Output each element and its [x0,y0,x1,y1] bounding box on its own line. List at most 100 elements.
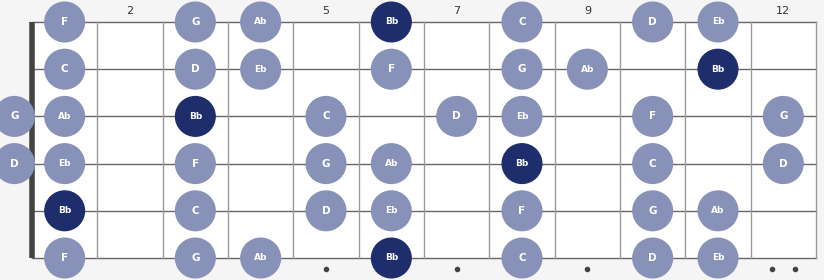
Bar [32,22,816,258]
Text: Ab: Ab [254,253,267,263]
Circle shape [44,97,85,136]
Circle shape [44,144,85,183]
Circle shape [0,144,35,183]
Text: F: F [388,64,395,74]
Text: Ab: Ab [581,65,594,74]
Circle shape [633,144,672,183]
Circle shape [241,238,280,278]
Circle shape [241,2,280,42]
Text: F: F [649,111,656,122]
Circle shape [568,49,607,89]
Text: 1: 1 [61,6,68,16]
Text: 10: 10 [646,6,660,16]
Circle shape [502,49,542,89]
Circle shape [307,97,346,136]
Circle shape [372,238,411,278]
Text: D: D [10,158,19,169]
Text: Eb: Eb [385,206,398,215]
Text: Bb: Bb [711,65,724,74]
Text: C: C [518,253,526,263]
Text: D: D [191,64,199,74]
Text: 6: 6 [388,6,395,16]
Text: 12: 12 [776,6,790,16]
Circle shape [633,238,672,278]
Circle shape [764,97,803,136]
Text: G: G [648,206,657,216]
Text: Ab: Ab [254,17,267,27]
Circle shape [698,49,737,89]
Text: Ab: Ab [58,112,72,121]
Text: C: C [518,17,526,27]
Text: G: G [191,17,199,27]
Text: G: G [10,111,19,122]
Circle shape [0,97,35,136]
Circle shape [698,2,737,42]
Text: C: C [648,158,657,169]
Text: Ab: Ab [711,206,724,215]
Text: Eb: Eb [712,17,724,27]
Circle shape [437,97,476,136]
Circle shape [176,97,215,136]
Circle shape [698,238,737,278]
Circle shape [44,191,85,231]
Text: D: D [648,253,657,263]
Text: 11: 11 [711,6,725,16]
Circle shape [633,191,672,231]
Text: D: D [321,206,330,216]
Text: 5: 5 [322,6,330,16]
Text: D: D [648,17,657,27]
Circle shape [176,238,215,278]
Circle shape [764,144,803,183]
Text: F: F [192,158,199,169]
Circle shape [372,2,411,42]
Text: C: C [61,64,68,74]
Text: F: F [61,17,68,27]
Text: 2: 2 [126,6,133,16]
Circle shape [372,49,411,89]
Circle shape [241,49,280,89]
Circle shape [176,144,215,183]
Circle shape [633,2,672,42]
Circle shape [176,49,215,89]
Text: Bb: Bb [385,253,398,263]
Text: D: D [779,158,788,169]
Circle shape [307,191,346,231]
Text: Ab: Ab [385,159,398,168]
Circle shape [44,2,85,42]
Text: F: F [518,206,526,216]
Circle shape [502,144,542,183]
Circle shape [44,238,85,278]
Text: C: C [322,111,330,122]
Text: 4: 4 [257,6,265,16]
Text: Bb: Bb [58,206,72,215]
Text: 9: 9 [583,6,591,16]
Text: Eb: Eb [712,253,724,263]
Text: D: D [452,111,461,122]
Circle shape [307,144,346,183]
Text: Eb: Eb [516,112,528,121]
Text: G: G [517,64,527,74]
Text: 7: 7 [453,6,461,16]
Text: Eb: Eb [59,159,71,168]
Text: C: C [191,206,199,216]
Circle shape [502,191,542,231]
Text: G: G [191,253,199,263]
Text: Bb: Bb [385,17,398,27]
Circle shape [502,238,542,278]
Circle shape [633,97,672,136]
Text: Bb: Bb [515,159,529,168]
Text: Eb: Eb [255,65,267,74]
Circle shape [698,191,737,231]
Circle shape [176,191,215,231]
Text: G: G [321,158,330,169]
Circle shape [372,144,411,183]
Circle shape [502,97,542,136]
Text: G: G [779,111,788,122]
Circle shape [372,191,411,231]
Text: Bb: Bb [189,112,202,121]
Text: F: F [61,253,68,263]
Text: 3: 3 [192,6,199,16]
Circle shape [502,2,542,42]
Circle shape [176,2,215,42]
Text: 8: 8 [518,6,526,16]
